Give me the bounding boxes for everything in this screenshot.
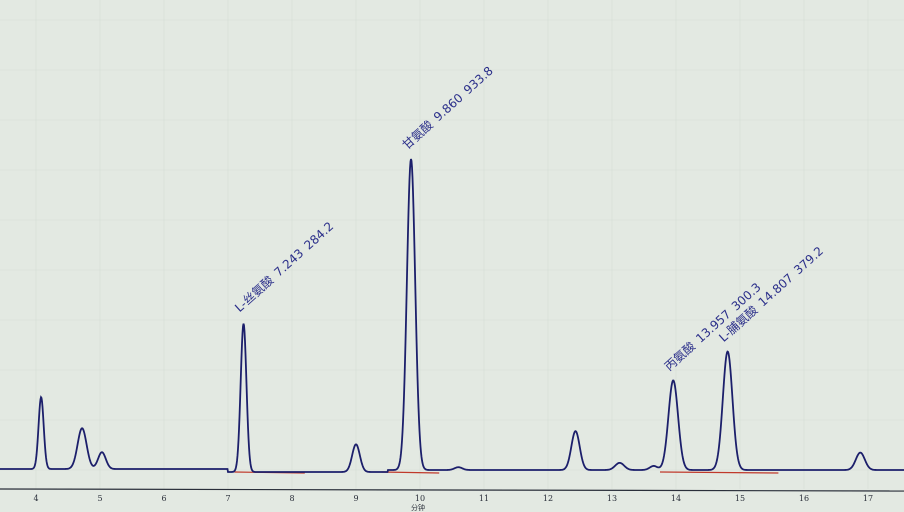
peak-area-label: 379.2 <box>791 244 826 277</box>
peak-label: 丙氨酸13.957300.3 <box>661 279 763 373</box>
x-tick-label: 8 <box>289 494 294 503</box>
x-tick-label: 6 <box>161 494 166 503</box>
x-tick-label: 16 <box>799 494 809 503</box>
chromatogram-trace <box>0 158 904 473</box>
peak-label: 甘氨酸9.860933.8 <box>399 63 496 152</box>
x-tick-label: 10 <box>415 494 425 503</box>
x-tick-label: 9 <box>353 494 358 503</box>
peak-label: 甘氨酸 <box>399 117 436 152</box>
peak-rt-label: 7.243 <box>271 246 306 279</box>
peak-area-label: 933.8 <box>461 64 496 97</box>
x-tick-label: 12 <box>543 494 553 503</box>
integration-baseline <box>381 471 440 474</box>
peak-label: L-丝氨酸7.243284.2 <box>232 218 337 314</box>
x-tick-label: 15 <box>735 494 745 503</box>
x-axis-line <box>0 488 904 492</box>
peak-rt-label: 9.860 <box>431 91 466 124</box>
x-tick-label: 14 <box>671 494 681 503</box>
x-axis-title: 分钟 <box>411 503 425 512</box>
x-tick-label: 11 <box>479 494 489 503</box>
peak-label: 丙氨酸 <box>661 338 698 373</box>
peak-labels: L-丝氨酸7.243284.2 甘氨酸9.860933.8 丙氨酸13.957300… <box>232 63 827 374</box>
x-tick-label: 13 <box>607 494 617 503</box>
integration-baseline <box>659 471 779 474</box>
x-tick-label: 7 <box>225 494 230 503</box>
x-tick-label: 5 <box>97 494 102 503</box>
peak-area-label: 284.2 <box>301 219 336 252</box>
x-tick-label: 4 <box>33 494 38 503</box>
x-axis-ticks: 4 5 6 7 8 9 10 11 12 13 14 15 16 17 <box>33 494 873 503</box>
grid <box>0 0 904 489</box>
peak-label: L-脯氨酸14.807379.2 <box>716 243 826 345</box>
x-tick-label: 17 <box>863 494 873 503</box>
peak-label: L-丝氨酸 <box>232 272 277 314</box>
